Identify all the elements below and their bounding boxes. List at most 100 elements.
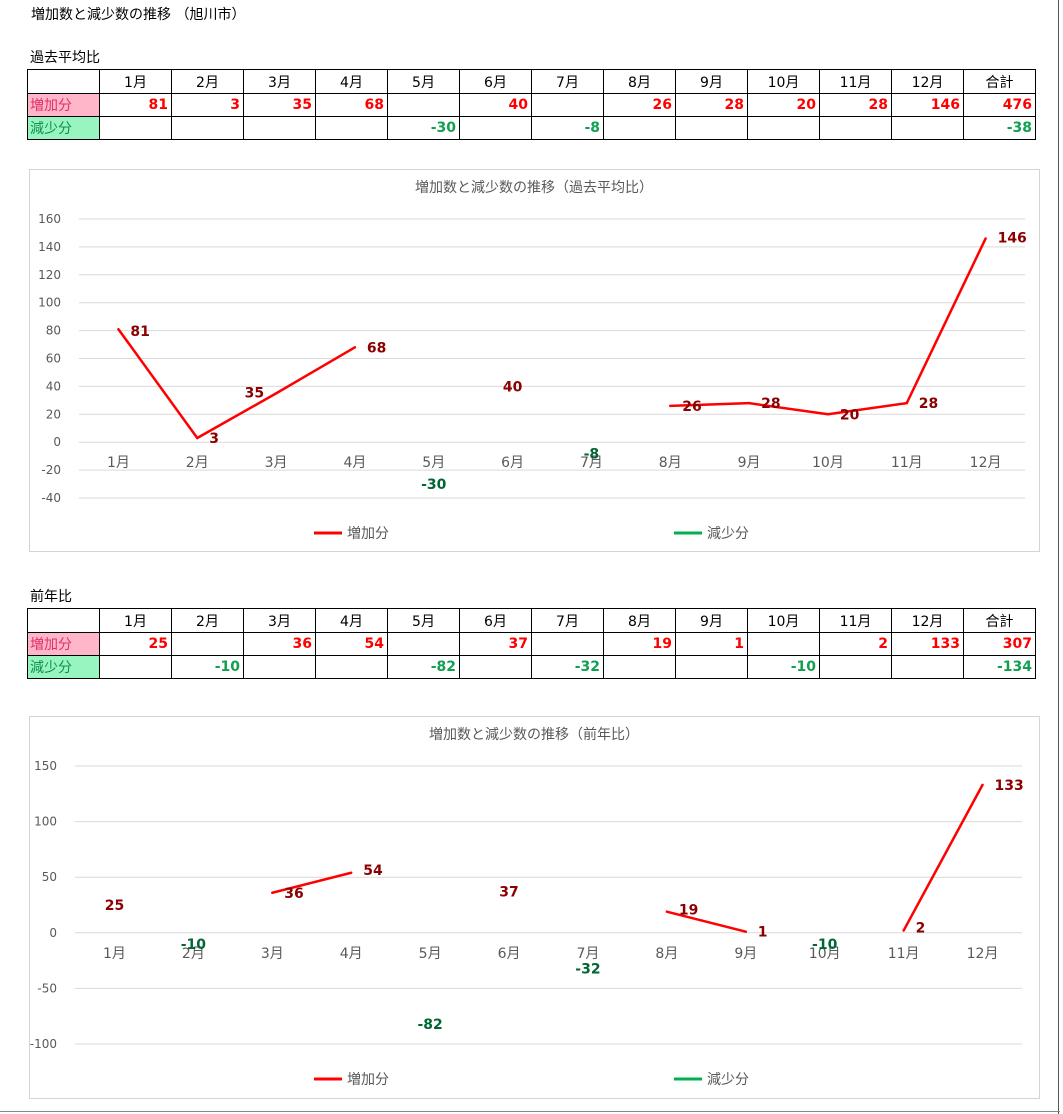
table-header-cell: 9月 <box>675 69 748 94</box>
table-cell <box>819 116 892 140</box>
data-label: 133 <box>995 778 1024 794</box>
data-label: -82 <box>417 1017 442 1033</box>
table-cell: 37 <box>459 632 532 656</box>
data-label: 54 <box>363 863 383 879</box>
data-label: 146 <box>998 231 1027 247</box>
table-header-cell: 2月 <box>171 69 244 94</box>
table-header-row: 1月 2月 3月 4月 5月 6月 7月 8月 9月 10月 11月 12月 合… <box>27 69 1036 94</box>
data-label: 28 <box>761 396 780 412</box>
table-cell <box>99 655 172 679</box>
table-cell <box>171 116 244 140</box>
table-cell: 28 <box>819 93 892 117</box>
y-tick-label: 60 <box>46 352 61 366</box>
table-cell: 1 <box>675 632 748 656</box>
table-cell-total: 307 <box>963 632 1036 656</box>
legend-label: 減少分 <box>707 525 749 542</box>
table-header-cell: 12月 <box>891 69 964 94</box>
row-label-increase: 増加分 <box>27 93 100 117</box>
table-header-cell: 9月 <box>675 608 748 633</box>
table-cell <box>675 655 748 679</box>
table-header-cell: 6月 <box>459 608 532 633</box>
x-tick-label: 4月 <box>343 455 366 471</box>
y-tick-label: 160 <box>38 212 61 226</box>
table-cell: 35 <box>243 93 316 117</box>
table-cell: 20 <box>747 93 820 117</box>
table-cell: 54 <box>315 632 388 656</box>
table-header-cell: 3月 <box>243 69 316 94</box>
table-cell: -30 <box>387 116 460 140</box>
table-header-cell: 8月 <box>603 69 676 94</box>
data-label: 81 <box>130 324 149 340</box>
table-header-cell: 12月 <box>891 608 964 633</box>
table-cell: 36 <box>243 632 316 656</box>
table-header-cell <box>27 69 100 94</box>
data-label: 19 <box>679 903 698 919</box>
data-label: 68 <box>367 340 386 356</box>
x-tick-label: 7月 <box>580 455 603 471</box>
series-line-segment <box>274 346 357 395</box>
chart-title: 増加数と減少数の推移（過去平均比） <box>415 179 653 196</box>
chart-previous-year: 増加数と減少数の推移（前年比） 150 100 50 0 -50 -100 1月 2月 3月 4月 5… <box>29 716 1040 1099</box>
table-cell: 68 <box>315 93 388 117</box>
data-label: 36 <box>284 886 303 902</box>
x-tick-label: 7月 <box>576 946 599 962</box>
table-header-cell <box>27 608 100 633</box>
x-tick-label: 1月 <box>107 455 130 471</box>
table-cell-total: -134 <box>963 655 1036 679</box>
y-tick-label: 120 <box>38 268 61 282</box>
x-tick-label: 3月 <box>265 455 288 471</box>
table-header-cell: 11月 <box>819 69 892 94</box>
x-tick-label: 5月 <box>419 946 442 962</box>
series-line-segment <box>747 401 830 416</box>
x-tick-label: 9月 <box>734 946 757 962</box>
row-label-increase: 増加分 <box>27 632 100 656</box>
table-cell: 133 <box>891 632 964 656</box>
table-row-increase: 増加分 25 36 54 37 19 1 2 133 307 <box>27 632 1036 656</box>
y-tick-label: 80 <box>46 324 61 338</box>
series-line-segment <box>665 910 748 933</box>
series-line-segment <box>902 783 984 932</box>
x-tick-label: 5月 <box>422 455 445 471</box>
data-label: 2 <box>916 921 926 937</box>
y-tick-label: -100 <box>30 1037 57 1051</box>
table-header-cell: 2月 <box>171 608 244 633</box>
y-tick-label: -40 <box>41 491 61 505</box>
table-header-cell: 7月 <box>531 608 604 633</box>
table-header-cell: 合計 <box>963 69 1036 94</box>
data-label: 26 <box>682 399 701 415</box>
table-cell <box>315 116 388 140</box>
data-label: 37 <box>499 885 518 901</box>
x-tick-label: 11月 <box>888 946 920 962</box>
table-cell: -32 <box>531 655 604 679</box>
section-label-past-average: 過去平均比 <box>30 50 100 66</box>
legend-label: 増加分 <box>347 1072 389 1088</box>
table-cell <box>243 116 316 140</box>
y-tick-label: 0 <box>49 926 57 940</box>
table-cell: 81 <box>99 93 172 117</box>
table-cell-total: 476 <box>963 93 1036 117</box>
y-tick-label: 20 <box>46 407 61 421</box>
table-header-cell: 合計 <box>963 608 1036 633</box>
table-cell <box>891 655 964 679</box>
data-label: -10 <box>812 937 838 953</box>
data-table-past-average: 1月 2月 3月 4月 5月 6月 7月 8月 9月 10月 11月 12月 合… <box>27 69 1036 140</box>
table-cell <box>459 655 532 679</box>
data-label: 25 <box>105 898 124 914</box>
table-cell: 3 <box>171 93 244 117</box>
table-cell <box>387 93 460 117</box>
series-line-segment <box>271 871 353 895</box>
y-tick-label: 50 <box>42 870 57 884</box>
y-tick-label: 0 <box>53 435 61 449</box>
legend-label: 減少分 <box>707 1071 749 1088</box>
table-cell: 19 <box>603 632 676 656</box>
table-cell <box>531 632 604 656</box>
table-cell <box>675 116 748 140</box>
table-cell <box>603 655 676 679</box>
table-cell <box>531 93 604 117</box>
x-tick-label: 10月 <box>809 946 841 962</box>
x-tick-label: 2月 <box>186 455 209 471</box>
data-label: 35 <box>245 385 264 401</box>
series-line-segment <box>826 401 908 416</box>
table-cell: 2 <box>819 632 892 656</box>
row-label-decrease: 減少分 <box>27 655 100 679</box>
